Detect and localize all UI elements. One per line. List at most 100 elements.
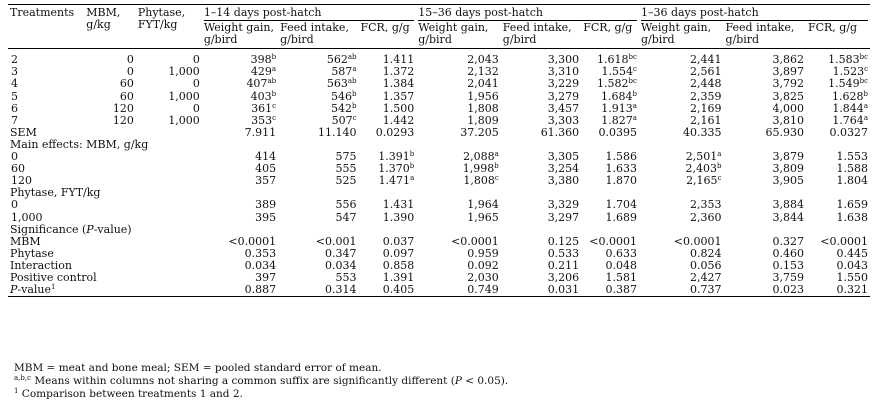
table-cell: 0.353 bbox=[202, 247, 278, 260]
row-label: P-value1 bbox=[8, 284, 202, 297]
table-row: MBM <0.0001 <0.001 0.037 <0.0001 0.125 <0.0001… bbox=[8, 234, 870, 248]
cell-value: 0 bbox=[126, 53, 134, 67]
cell-value: 546 bbox=[331, 89, 353, 103]
cell-value: 3,759 bbox=[772, 270, 804, 284]
cell-value: 1,998 bbox=[462, 162, 495, 176]
significance-letter: b bbox=[717, 162, 722, 171]
table-row: Phytase 0.353 0.347 0.097 0.959 0.533 0.633 0.8… bbox=[8, 246, 870, 260]
cell-value: 0.327 bbox=[772, 234, 804, 248]
cell-value: 0 bbox=[192, 77, 200, 91]
cell-value: 3,305 bbox=[547, 150, 580, 164]
cell-value: 3,297 bbox=[547, 210, 580, 224]
cell-value: 1,965 bbox=[467, 210, 499, 224]
table-cell: 37.205 bbox=[416, 125, 501, 139]
cell-value: 0.405 bbox=[382, 283, 415, 297]
footnote-abbrev: MBM = meat and bone meal; SEM = pooled s… bbox=[14, 362, 382, 374]
significance-letter: c bbox=[272, 101, 277, 110]
table-cell: 2,501a bbox=[639, 150, 724, 163]
significance-letter: c bbox=[494, 174, 499, 183]
table-cell: 2,360 bbox=[639, 211, 724, 224]
cell-value: <0.0001 bbox=[820, 234, 868, 248]
table-cell: 0.347 bbox=[278, 246, 358, 260]
cell-value: 2,041 bbox=[467, 77, 499, 91]
cell-value: 61.360 bbox=[540, 125, 580, 139]
table-cell: 546b bbox=[278, 89, 358, 103]
cell-value: 1.384 bbox=[382, 77, 415, 91]
significance-letter: a bbox=[863, 101, 868, 110]
table-cell: 1.581 bbox=[581, 271, 639, 284]
level-label: 1,000 bbox=[8, 211, 202, 224]
cell-value: 4,000 bbox=[772, 101, 804, 115]
significance-letter: b bbox=[352, 101, 357, 110]
table-cell: <0.0001 bbox=[639, 235, 724, 248]
cell-value: 1.390 bbox=[382, 210, 415, 224]
table-cell: 407ab bbox=[202, 78, 278, 90]
table-cell: 3,809 bbox=[723, 163, 805, 175]
cell-value: Phytase bbox=[10, 246, 54, 260]
footnote-superscripts: a,b,c Means within columns not sharing a… bbox=[14, 374, 509, 388]
cell-value: 3,329 bbox=[547, 198, 580, 212]
cell-value: 0.037 bbox=[382, 234, 415, 248]
cell-value: 2,427 bbox=[689, 270, 722, 284]
cell-value: 397 bbox=[255, 270, 277, 284]
cell-value: 5 bbox=[11, 89, 18, 103]
cell-value: 0.387 bbox=[605, 283, 637, 297]
cell-value: 3,380 bbox=[547, 174, 580, 188]
cell-value: 2,161 bbox=[689, 113, 722, 127]
table-cell: 1.554c bbox=[581, 66, 639, 78]
cell-value: 2,088 bbox=[463, 150, 495, 164]
phytase-level: 1,000 bbox=[136, 90, 202, 103]
table-cell: 2,561 bbox=[639, 66, 724, 78]
cell-value: 0 bbox=[192, 53, 200, 67]
cell-value: 0.749 bbox=[467, 283, 499, 297]
section-main-effects-mbm: Main effects: MBM, g/kg bbox=[8, 138, 870, 151]
cell-value: 2,030 bbox=[467, 270, 499, 284]
cell-value: 7 bbox=[11, 113, 18, 127]
cell-value: 2,561 bbox=[689, 65, 722, 79]
cell-value: 0.347 bbox=[325, 246, 357, 260]
cell-value: <0.0001 bbox=[228, 234, 277, 248]
footnote-comparison: 1 Comparison between treatments 1 and 2. bbox=[14, 387, 243, 401]
cell-value: P bbox=[10, 283, 18, 297]
cell-value: 575 bbox=[335, 150, 357, 164]
cell-value: 60 bbox=[11, 162, 25, 176]
table-cell: 1,998b bbox=[416, 163, 501, 175]
table-cell: 0.387 bbox=[581, 284, 639, 297]
table-cell: 0.153 bbox=[723, 259, 805, 272]
cell-value: 60 bbox=[119, 77, 134, 91]
cell-value: 37.205 bbox=[460, 125, 499, 139]
table-cell: 1,956 bbox=[416, 90, 501, 103]
table-cell: 1.618bc bbox=[581, 49, 639, 67]
cell-value: 2,448 bbox=[689, 77, 722, 91]
cell-value: 0.048 bbox=[605, 258, 637, 272]
table-cell: 2,353 bbox=[639, 199, 724, 211]
table-cell: 1.384 bbox=[359, 78, 417, 90]
level-label: 0 bbox=[8, 199, 202, 211]
cell-value: 0.097 bbox=[382, 246, 415, 260]
table-row: 3 0 1,000 429a 587a 1.372 2,132 3,310 1.554c 2,56… bbox=[8, 66, 870, 78]
cell-value: 0.858 bbox=[382, 258, 415, 272]
table-cell: 2,403b bbox=[639, 163, 724, 175]
table-row: 60 405 555 1.370b 1,998b 3,254 1.633 2,403b 3,80… bbox=[8, 163, 870, 175]
cell-value: 542 bbox=[331, 101, 353, 115]
significance-letter: a bbox=[352, 65, 357, 74]
cell-value: 11.140 bbox=[318, 125, 357, 139]
mbm-level: 120 bbox=[84, 114, 136, 127]
table-cell: 0.633 bbox=[581, 247, 639, 260]
table-cell: 403b bbox=[202, 90, 278, 103]
significance-letter: b bbox=[494, 162, 499, 171]
treatment-number: 3 bbox=[8, 66, 84, 78]
table-cell: 1.583bc bbox=[806, 49, 870, 67]
col-header-phytase: Phytase, FYT/kg bbox=[137, 6, 186, 32]
table-cell: 3,905 bbox=[723, 175, 805, 187]
table-cell: 2,030 bbox=[416, 270, 501, 284]
table-cell: 357 bbox=[202, 175, 278, 187]
group-header-1-36: 1–36 days post-hatch bbox=[639, 5, 870, 23]
table-cell: 1.471a bbox=[359, 175, 417, 187]
table-cell: 0.858 bbox=[359, 258, 417, 272]
table-cell: 1.550 bbox=[806, 271, 870, 284]
cell-value: 1.582 bbox=[597, 77, 629, 91]
cell-value: 1.844 bbox=[832, 101, 864, 115]
cell-value: 0.031 bbox=[547, 283, 580, 297]
row-label: Phytase bbox=[8, 246, 202, 260]
